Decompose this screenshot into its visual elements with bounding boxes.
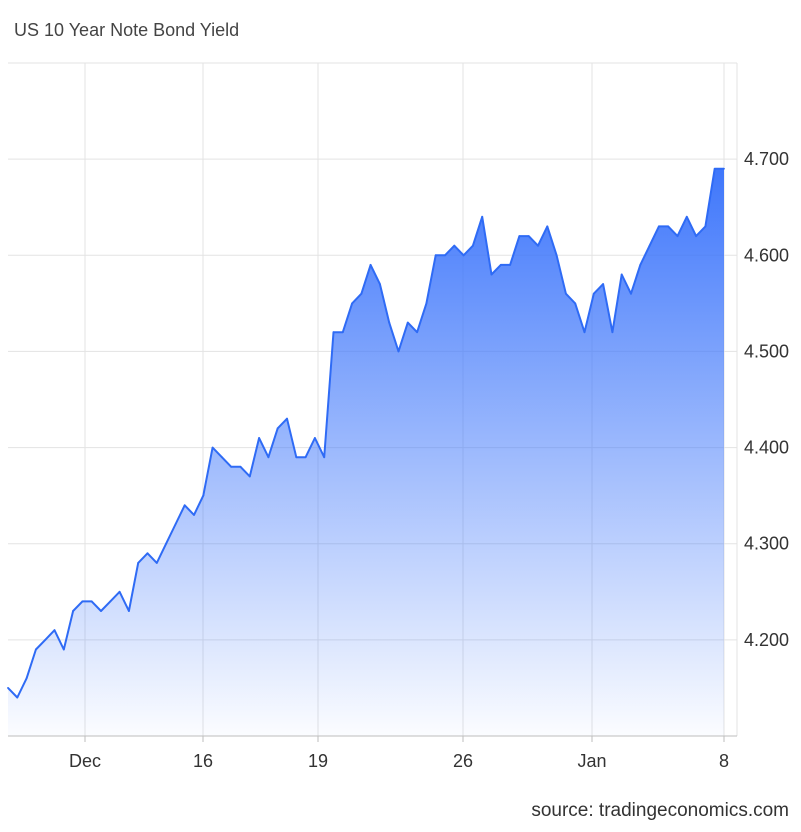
data-point (211, 446, 214, 449)
source-label: source: tradingeconomics.com (531, 800, 789, 821)
x-tick-label: 26 (453, 751, 473, 771)
data-point (16, 696, 19, 699)
data-point (425, 302, 428, 305)
data-point (53, 629, 56, 632)
data-point (397, 350, 400, 353)
data-point (118, 590, 121, 593)
data-point (165, 542, 168, 545)
data-point (109, 600, 112, 603)
data-point (360, 292, 363, 295)
data-point (592, 292, 595, 295)
data-point (537, 244, 539, 247)
data-point (332, 331, 335, 334)
data-point (221, 456, 223, 459)
data-point (90, 600, 93, 603)
data-point (723, 167, 725, 170)
data-point (137, 562, 140, 564)
data-point (62, 648, 65, 651)
data-point (416, 331, 418, 334)
data-point (369, 264, 372, 266)
y-tick-label: 4.200 (744, 630, 789, 650)
data-point (286, 417, 288, 420)
data-point (100, 610, 102, 612)
data-point (267, 456, 270, 459)
data-point (499, 264, 502, 266)
data-point (72, 610, 74, 612)
data-point (202, 494, 205, 497)
data-point (304, 456, 307, 459)
data-point (434, 254, 437, 257)
data-point (546, 225, 549, 228)
data-point (658, 225, 660, 228)
data-point (555, 254, 558, 257)
data-point (35, 648, 37, 651)
data-point (676, 235, 679, 238)
data-point (639, 264, 642, 266)
data-point (667, 225, 670, 228)
data-point (481, 215, 484, 218)
data-point (146, 552, 149, 555)
data-point (685, 215, 688, 218)
data-point (183, 504, 186, 507)
data-point (648, 244, 651, 247)
data-point (583, 331, 586, 334)
data-point (295, 456, 298, 459)
data-point (239, 465, 242, 468)
data-point (527, 235, 530, 238)
y-tick-label: 4.400 (744, 438, 789, 458)
x-tick-label: Jan (577, 751, 606, 771)
y-tick-label: 4.600 (744, 245, 789, 265)
x-tick-label: Dec (69, 751, 101, 771)
data-point (314, 437, 316, 439)
data-point (193, 514, 195, 516)
data-point (351, 302, 353, 305)
data-point (704, 225, 707, 228)
y-tick-label: 4.500 (744, 341, 789, 361)
series-area (8, 168, 724, 737)
data-point (462, 254, 465, 257)
data-point (258, 437, 260, 439)
data-point (341, 331, 344, 334)
data-point (444, 254, 446, 257)
data-point (453, 244, 456, 247)
chart-title: US 10 Year Note Bond Yield (14, 20, 240, 40)
data-point (174, 523, 177, 526)
data-point (388, 321, 391, 324)
data-point (81, 600, 84, 603)
x-tick-label: 8 (719, 751, 729, 771)
data-point (379, 283, 381, 285)
x-tick-label: 19 (308, 751, 328, 771)
data-point (155, 562, 158, 564)
data-point (472, 244, 474, 247)
data-point (620, 273, 623, 276)
data-point (25, 677, 28, 680)
x-tick-label: 16 (193, 751, 213, 771)
data-point (248, 475, 251, 478)
data-point (276, 427, 279, 430)
data-point (695, 235, 697, 238)
data-point (230, 465, 233, 468)
series-line (7, 167, 724, 699)
data-point (602, 283, 604, 285)
data-point (611, 331, 614, 334)
data-point (518, 235, 521, 238)
data-point (44, 639, 47, 641)
y-tick-label: 4.300 (744, 534, 789, 554)
y-tick-label: 4.700 (744, 149, 789, 169)
data-point (630, 292, 632, 295)
data-point (574, 302, 577, 305)
data-point (7, 687, 9, 689)
data-point (565, 292, 567, 295)
data-point (127, 610, 130, 612)
data-point (323, 456, 326, 459)
data-point (490, 273, 493, 276)
data-point (713, 167, 716, 170)
data-point (406, 321, 409, 324)
data-point (509, 264, 511, 266)
